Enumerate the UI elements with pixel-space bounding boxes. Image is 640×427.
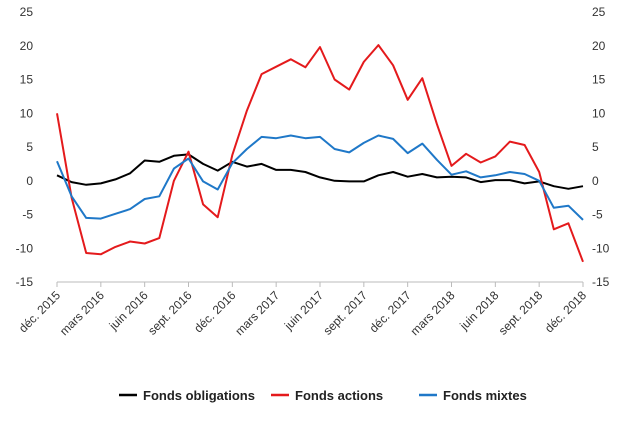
x-tick-label: sept. 2018 [496, 288, 546, 338]
left-y-axis: -15 -10 -5 0 5 10 15 20 25 [16, 5, 34, 289]
series-line-1 [56, 44, 584, 263]
y-tick-label-right: 5 [592, 140, 599, 154]
series-layer [56, 44, 584, 263]
y-tick-label-right: -5 [592, 208, 603, 222]
y-tick-label-left: -15 [16, 275, 34, 289]
y-tick-label-left: 20 [20, 39, 34, 53]
y-tick-label-left: 10 [20, 106, 34, 120]
y-tick-label-right: 0 [592, 174, 599, 188]
x-tick-label: mars 2018 [408, 288, 458, 338]
y-tick-label-right: 15 [592, 73, 606, 87]
y-tick-label-right: -10 [592, 241, 610, 255]
legend-label: Fonds actions [295, 388, 383, 403]
x-tick-label: mars 2017 [232, 288, 282, 338]
y-tick-label-left: 5 [26, 140, 33, 154]
y-tick-label-right: 25 [592, 5, 606, 19]
y-tick-label-right: 10 [592, 106, 606, 120]
right-y-axis: -15 -10 -5 0 5 10 15 20 25 [592, 5, 610, 289]
y-tick-label-left: 25 [20, 5, 34, 19]
y-tick-label-left: -5 [22, 208, 33, 222]
x-tick-label: sept. 2016 [145, 288, 195, 338]
x-tick-label: sept. 2017 [320, 288, 370, 338]
x-tick-label: juin 2016 [106, 288, 151, 333]
legend-label: Fonds obligations [143, 388, 255, 403]
y-tick-label-left: 0 [26, 174, 33, 188]
x-tick-label: juin 2018 [456, 288, 501, 333]
x-tick-label: déc. 2018 [542, 288, 589, 335]
y-tick-label-right: 20 [592, 39, 606, 53]
series-line-0 [56, 153, 584, 190]
y-tick-label-left: -10 [16, 241, 34, 255]
x-tick-label: juin 2017 [281, 288, 326, 333]
y-tick-label-left: 15 [20, 73, 34, 87]
series-line-2 [56, 134, 584, 221]
legend-label: Fonds mixtes [443, 388, 527, 403]
legend: Fonds obligations Fonds actions Fonds mixt… [119, 388, 527, 403]
y-tick-label-right: -15 [592, 275, 610, 289]
x-tick-label: mars 2016 [57, 288, 107, 338]
